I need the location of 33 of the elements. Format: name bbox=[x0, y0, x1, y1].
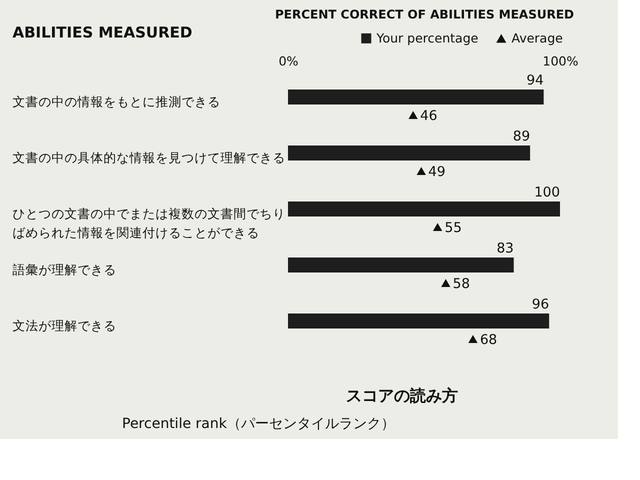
x-tick-label: 100% bbox=[542, 54, 578, 68]
point bbox=[432, 223, 442, 231]
bar bbox=[288, 202, 560, 216]
legend-label: Average bbox=[512, 30, 564, 46]
bar bbox=[288, 90, 544, 104]
point bbox=[468, 335, 478, 343]
y-tick-label: 文書の中の具体的な情報を見つけて理解できる bbox=[12, 150, 286, 165]
legend-label: Your percentage bbox=[376, 30, 479, 46]
x-axis-title: PERCENT CORRECT OF ABILITIES MEASURED bbox=[275, 8, 574, 22]
bar bbox=[288, 258, 514, 272]
data-label: 49 bbox=[428, 164, 446, 180]
point bbox=[408, 111, 418, 119]
x-tick-label: 0% bbox=[278, 54, 299, 68]
data-label: 89 bbox=[512, 128, 530, 144]
y-tick-label: 文法が理解できる bbox=[12, 318, 116, 333]
data-label: 58 bbox=[452, 276, 470, 292]
text: Percentile rank（パーセンタイルランク） bbox=[122, 416, 395, 432]
point bbox=[441, 279, 450, 287]
point bbox=[416, 167, 426, 175]
y-axis-title: ABILITIES MEASURED bbox=[12, 24, 192, 42]
text: スコアの読み方 bbox=[346, 386, 458, 405]
data-label: 100 bbox=[534, 184, 560, 200]
bar bbox=[288, 314, 550, 328]
data-label: 96 bbox=[532, 296, 550, 312]
y-tick-label: 語彙が理解できる bbox=[12, 262, 116, 277]
y-tick-label: ひとつの文書の中でまたは複数の文書間でちりばめられた情報を関連付けることができる bbox=[12, 206, 286, 240]
data-label: 55 bbox=[444, 220, 462, 236]
y-tick-label: 文書の中の情報をもとに推測できる bbox=[12, 94, 220, 109]
bar bbox=[288, 146, 530, 160]
data-label: 46 bbox=[420, 108, 438, 124]
data-label: 68 bbox=[480, 332, 498, 348]
data-label: 94 bbox=[526, 72, 544, 88]
data-label: 83 bbox=[496, 240, 514, 256]
